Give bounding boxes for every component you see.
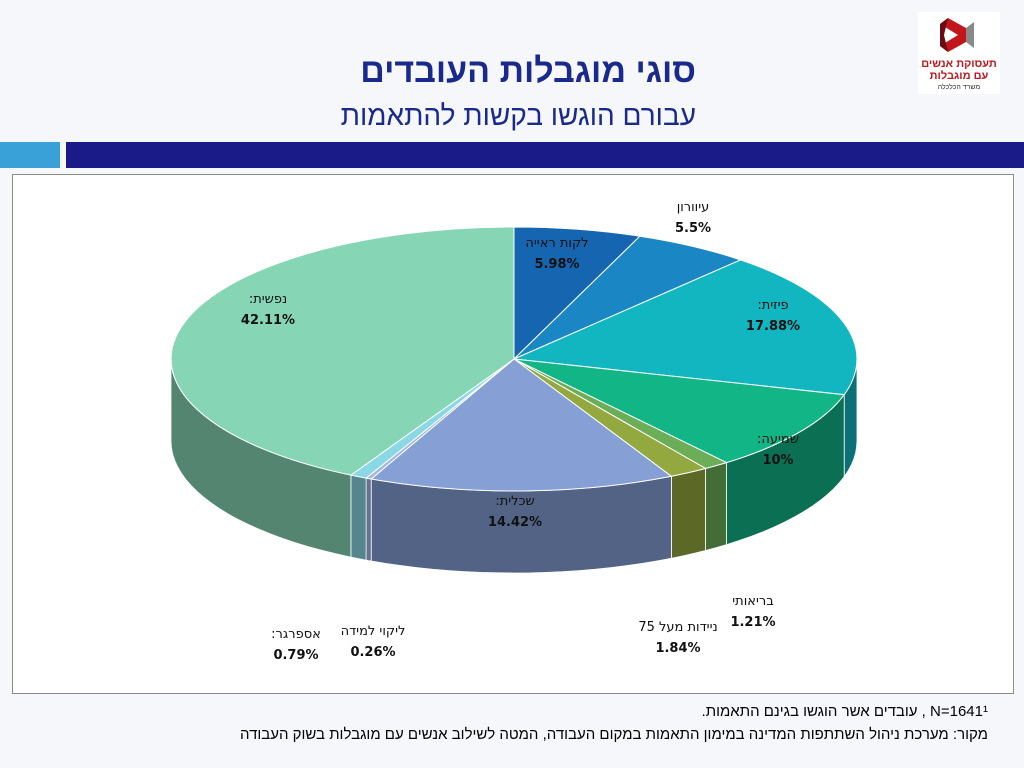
header-accent-bar-light [0, 142, 60, 168]
logo-text-line1: תעסוקת אנשים [921, 58, 997, 70]
slice-8-side [365, 477, 372, 562]
slice-8-value-label: 0.26% [350, 645, 395, 660]
slice-4-value-label: 10% [762, 453, 793, 468]
slice-4-top [513, 358, 846, 464]
slice-2-label: עיוורון [677, 200, 710, 215]
header-accent-bar-dark [66, 142, 1024, 168]
slice-1-top [513, 226, 641, 361]
slice-9-value-label: 0.79% [273, 648, 318, 663]
slice-6-label: ניידות מעל 75 [638, 620, 717, 635]
footnote-n: N=1641¹ , עובדים אשר הוגשו בגינם התאמות. [701, 703, 988, 720]
logo-text-line3: משרד הכלכלה [937, 84, 981, 91]
slice-7-value-label: 14.42% [488, 515, 542, 530]
slice-8-label: ליקוי למידה [341, 624, 406, 639]
logo-mark-icon [940, 18, 974, 52]
slice-7-label: שכלית: [495, 494, 534, 509]
slice-5-side [705, 462, 727, 552]
slice-4-label: שמיעה: [757, 432, 799, 447]
slice-2-value-label: 5.5% [675, 221, 711, 236]
slice-5-label: בריאותי [732, 594, 773, 609]
slice-10-label: נפשית: [249, 292, 287, 307]
pie-chart: לקות ראייה 5.98% עיוורון 5.5% פיזית: 17.88% שמ… [170, 200, 858, 663]
slice-1-value-label: 5.98% [534, 257, 579, 272]
page-title: סוגי מוגבלות העובדים [360, 52, 696, 90]
logo-text-line2: עם מוגבלות [929, 70, 989, 82]
slice-1-label: לקות ראייה [525, 236, 588, 251]
page-subtitle: עבורם הוגשו בקשות להתאמות [340, 100, 696, 131]
slice-9-label: אספרגר: [271, 627, 321, 642]
slice-6-side [671, 467, 706, 559]
slice-9-side [350, 474, 367, 561]
slice-3-top [512, 259, 858, 396]
slice-5-value-label: 1.21% [730, 615, 775, 630]
slice-3-label: פיזית: [757, 298, 788, 313]
organization-logo: תעסוקת אנשים עם מוגבלות משרד הכלכלה [918, 12, 1000, 94]
slice-10-value-label: 42.11% [241, 313, 295, 328]
slice-3-value-label: 17.88% [746, 319, 800, 334]
slice-6-value-label: 1.84% [655, 641, 700, 656]
footnote-source: מקור: מערכת ניהול השתתפות המדינה במימון … [240, 726, 988, 743]
slice-10-top [170, 226, 515, 476]
slice-7-top [370, 358, 673, 492]
chart-frame: לקות ראייה 5.98% עיוורון 5.5% פיזית: 17.88% שמ… [12, 174, 1014, 694]
